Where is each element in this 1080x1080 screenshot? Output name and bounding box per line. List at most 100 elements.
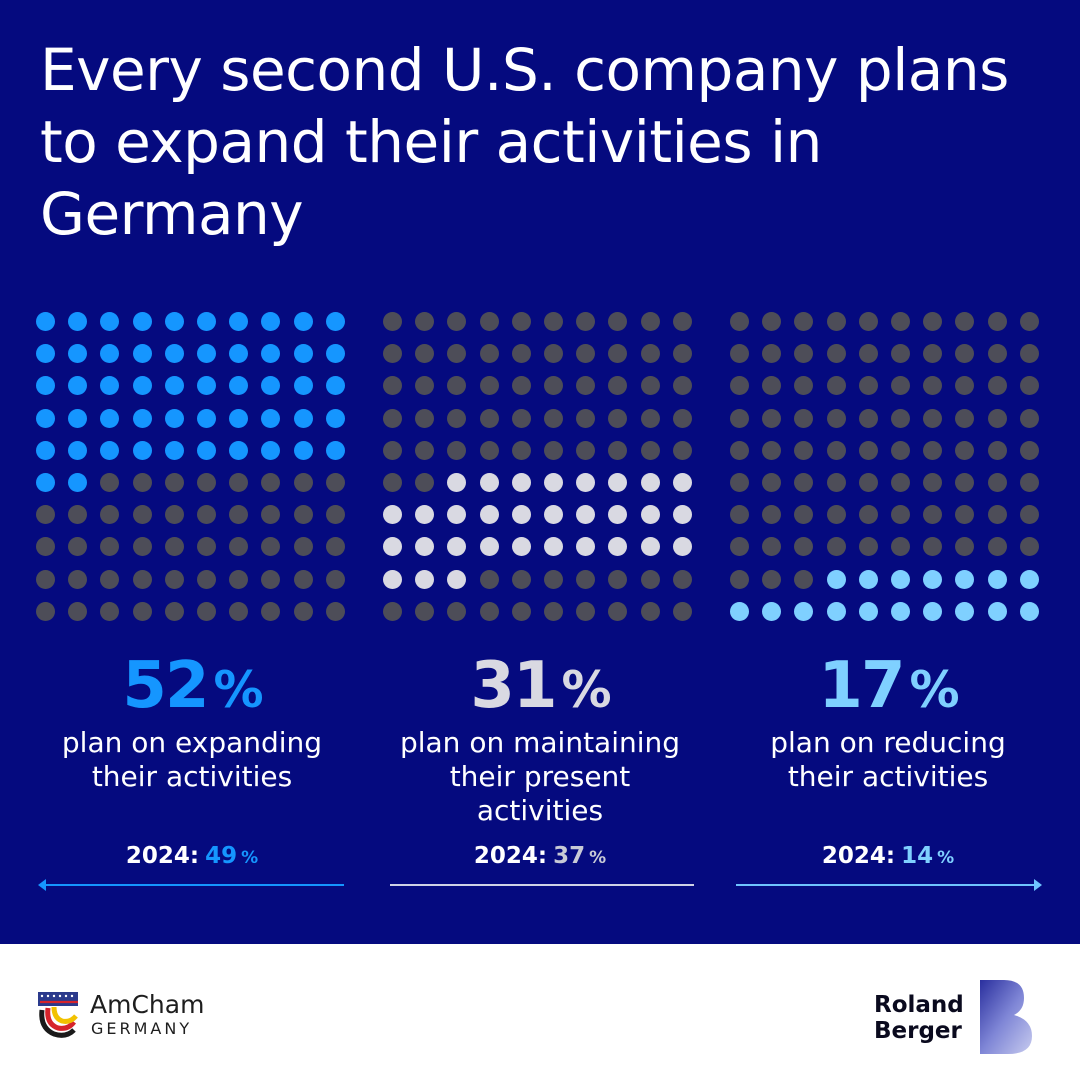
- waffle-dot-empty: [640, 408, 660, 428]
- waffle-dot-empty: [891, 505, 910, 525]
- waffle-dot-empty: [826, 408, 846, 428]
- waffle-dot-filled: [100, 312, 120, 331]
- divider-line-expanding: [40, 884, 344, 886]
- waffle-dot-empty: [826, 537, 846, 557]
- waffle-dot-empty: [511, 376, 531, 396]
- previous-year-value: 37: [553, 843, 586, 869]
- waffle-dot-filled: [229, 376, 249, 396]
- waffle-dot-empty: [576, 344, 596, 364]
- waffle-dot-filled: [36, 344, 55, 364]
- waffle-dot-empty: [730, 473, 749, 492]
- waffle-dot-filled: [415, 537, 435, 557]
- waffle-dot-empty: [762, 440, 782, 460]
- waffle-dot-empty: [293, 601, 313, 621]
- waffle-dot-filled: [261, 344, 281, 364]
- waffle-dot-empty: [923, 344, 943, 364]
- waffle-dot-empty: [923, 537, 943, 557]
- stat-block-reducing: 17% plan on reducing their activities: [718, 650, 1058, 794]
- stat-value: 52%: [22, 650, 362, 726]
- waffle-dot-empty: [858, 376, 878, 396]
- waffle-dot-empty: [891, 537, 910, 557]
- waffle-dot-empty: [261, 505, 281, 525]
- waffle-dot-empty: [479, 440, 499, 460]
- waffle-dot-empty: [672, 569, 692, 589]
- waffle-dot-empty: [730, 440, 749, 460]
- roland-berger-logo: Roland Berger: [872, 980, 1044, 1058]
- waffle-dot-empty: [1019, 344, 1039, 364]
- waffle-dot-empty: [891, 376, 910, 396]
- stat-value: 17%: [718, 650, 1058, 726]
- waffle-dot-empty: [164, 601, 184, 621]
- waffle-dot-empty: [544, 440, 563, 460]
- waffle-dot-filled: [68, 440, 88, 460]
- waffle-dot-filled: [36, 408, 55, 428]
- waffle-dot-empty: [229, 505, 249, 525]
- stat-number: 17: [818, 649, 905, 723]
- waffle-dot-empty: [608, 569, 628, 589]
- waffle-dot-empty: [762, 537, 782, 557]
- waffle-dot-empty: [544, 344, 563, 364]
- waffle-dot-empty: [479, 408, 499, 428]
- waffle-dot-filled: [987, 601, 1007, 621]
- waffle-dot-filled: [229, 408, 249, 428]
- waffle-dot-empty: [447, 408, 467, 428]
- waffle-dot-empty: [640, 440, 660, 460]
- waffle-dot-empty: [100, 537, 120, 557]
- stat-block-expanding: 52% plan on expanding their activities: [22, 650, 362, 794]
- waffle-dot-empty: [640, 344, 660, 364]
- waffle-dot-empty: [826, 505, 846, 525]
- stat-unit: %: [213, 661, 263, 719]
- waffle-dot-empty: [164, 569, 184, 589]
- waffle-dot-filled: [100, 408, 120, 428]
- waffle-dot-empty: [447, 440, 467, 460]
- waffle-dot-empty: [762, 473, 782, 492]
- waffle-dot-filled: [447, 505, 467, 525]
- waffle-dot-empty: [383, 473, 402, 492]
- waffle-dot-filled: [164, 408, 184, 428]
- waffle-dot-empty: [325, 473, 345, 492]
- waffle-dot-empty: [132, 505, 152, 525]
- waffle-dot-empty: [955, 537, 975, 557]
- waffle-chart-expanding: [36, 312, 356, 632]
- waffle-dot-filled: [261, 376, 281, 396]
- waffle-dot-empty: [794, 312, 814, 331]
- waffle-dot-empty: [1019, 537, 1039, 557]
- waffle-dot-empty: [640, 601, 660, 621]
- waffle-dot-empty: [608, 601, 628, 621]
- waffle-dot-empty: [923, 376, 943, 396]
- waffle-dot-filled: [325, 376, 345, 396]
- waffle-dot-filled: [608, 473, 628, 492]
- waffle-dot-filled: [826, 601, 846, 621]
- waffle-dot-empty: [544, 376, 563, 396]
- waffle-dot-empty: [1019, 440, 1039, 460]
- waffle-dot-filled: [794, 601, 814, 621]
- waffle-dot-filled: [415, 569, 435, 589]
- waffle-dot-empty: [923, 440, 943, 460]
- waffle-dot-empty: [229, 601, 249, 621]
- waffle-dot-empty: [608, 440, 628, 460]
- previous-year-label: 2024:: [125, 843, 200, 869]
- waffle-dot-filled: [164, 440, 184, 460]
- waffle-dot-filled: [858, 569, 878, 589]
- waffle-dot-filled: [479, 473, 499, 492]
- waffle-dot-empty: [858, 408, 878, 428]
- waffle-dot-empty: [794, 376, 814, 396]
- waffle-dot-empty: [293, 473, 313, 492]
- waffle-dot-filled: [672, 505, 692, 525]
- waffle-dot-empty: [672, 440, 692, 460]
- waffle-dot-empty: [68, 505, 88, 525]
- waffle-dot-filled: [383, 505, 402, 525]
- waffle-dot-filled: [608, 537, 628, 557]
- waffle-dot-empty: [762, 408, 782, 428]
- waffle-dot-filled: [608, 505, 628, 525]
- waffle-dot-filled: [132, 312, 152, 331]
- waffle-dot-empty: [891, 344, 910, 364]
- waffle-dot-filled: [1019, 569, 1039, 589]
- waffle-dot-empty: [955, 344, 975, 364]
- waffle-dot-filled: [511, 473, 531, 492]
- waffle-dot-filled: [987, 569, 1007, 589]
- waffle-dot-filled: [36, 440, 55, 460]
- waffle-dot-empty: [164, 473, 184, 492]
- waffle-dot-empty: [826, 344, 846, 364]
- waffle-dot-filled: [261, 440, 281, 460]
